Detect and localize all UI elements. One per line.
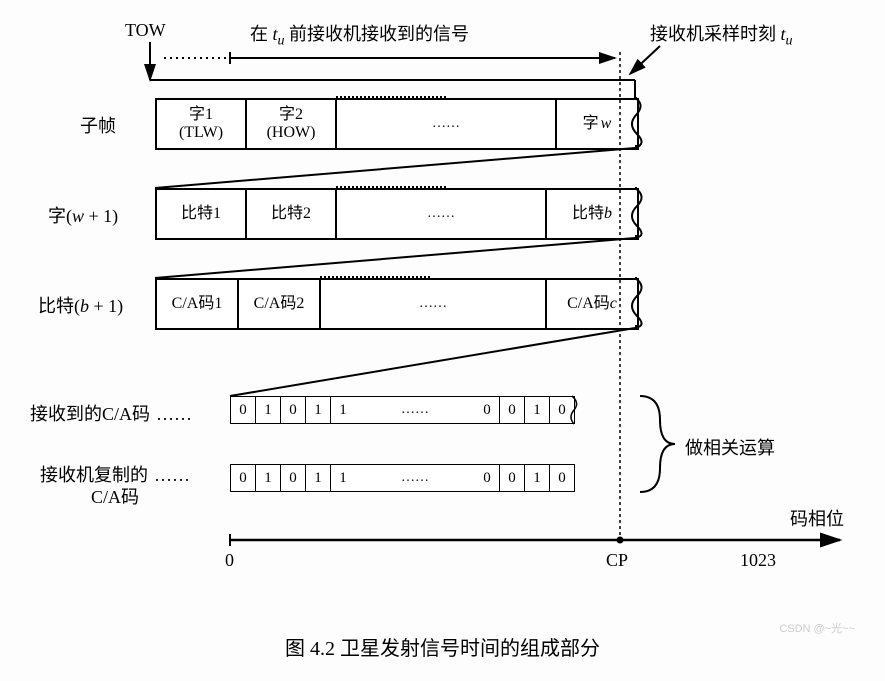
watermark: CSDN @~光~~: [779, 620, 855, 636]
row3-cell-cac: C/A码c: [547, 280, 637, 328]
bin-cell: 0: [280, 464, 305, 492]
received-ca-label: 接收到的C/A码……: [30, 400, 192, 426]
row3-label: 比特(b + 1): [38, 292, 123, 318]
bin-cell: 1: [305, 464, 330, 492]
row3-cell-ca2: C/A码2: [239, 280, 321, 328]
row2-label: 字(w + 1): [48, 202, 118, 228]
bin-cell: 0: [549, 396, 575, 424]
figure-caption: 图 4.2 卫星发射信号时间的组成部分: [20, 632, 865, 661]
bin-cell: 1: [255, 464, 280, 492]
row2-dotted: [336, 186, 446, 189]
row3-dotted: [320, 276, 430, 279]
row2-ellipsis: ……: [337, 190, 547, 238]
row1-boxes: 字1(TLW) 字2(HOW) …… 字w: [155, 98, 639, 150]
bin-cell: 1: [524, 396, 549, 424]
axis-cp: CP: [606, 550, 628, 571]
replica-ca-row: 0 1 0 1 1 …… 0 0 1 0: [230, 464, 575, 492]
bin-cell: 0: [475, 464, 499, 492]
signal-before-tu-label: 在 tu 前接收机接收到的信号: [250, 20, 469, 50]
tow-label: TOW: [125, 20, 166, 41]
row1-cell-wordw: 字w: [557, 100, 637, 148]
bin-cell: 0: [230, 396, 255, 424]
row1-ellipsis: ……: [337, 100, 557, 148]
bin-cell: 0: [280, 396, 305, 424]
correlation-label: 做相关运算: [685, 434, 775, 460]
bin-cell: 1: [255, 396, 280, 424]
bin-cell: 0: [499, 464, 524, 492]
bin-cell: 1: [524, 464, 549, 492]
bin-cell: 0: [230, 464, 255, 492]
bin-ellipsis: ……: [355, 396, 475, 424]
bin-cell: 1: [330, 396, 355, 424]
received-ca-row: 0 1 0 1 1 …… 0 0 1 0: [230, 396, 575, 424]
bin-cell: 0: [499, 396, 524, 424]
row2-cell-bit2: 比特2: [247, 190, 337, 238]
replica-ca-label: 接收机复制的…… C/A码: [40, 465, 190, 508]
row2-boxes: 比特1 比特2 …… 比特 b: [155, 188, 639, 240]
axis-zero: 0: [225, 550, 234, 571]
gps-signal-timing-diagram: TOW 在 tu 前接收机接收到的信号 接收机采样时刻 tu 子帧 字1(TLW…: [20, 20, 865, 661]
row1-dotted: [336, 96, 446, 99]
row3-ellipsis: ……: [321, 280, 547, 328]
bin-ellipsis: ……: [355, 464, 475, 492]
row1-cell-word2: 字2(HOW): [247, 100, 337, 148]
bin-cell: 1: [305, 396, 330, 424]
bin-cell: 1: [330, 464, 355, 492]
row2-cell-bitb: 比特 b: [547, 190, 637, 238]
bin-cell: 0: [549, 464, 575, 492]
row1-cell-word1: 字1(TLW): [157, 100, 247, 148]
row2-cell-bit1: 比特1: [157, 190, 247, 238]
bin-cell: 0: [475, 396, 499, 424]
axis-right-label: 码相位: [790, 505, 844, 531]
sample-time-label: 接收机采样时刻 tu: [650, 20, 793, 50]
axis-1023: 1023: [740, 550, 776, 571]
row3-cell-ca1: C/A码1: [157, 280, 239, 328]
row3-boxes: C/A码1 C/A码2 …… C/A码c: [155, 278, 639, 330]
row1-label: 子帧: [80, 112, 116, 138]
